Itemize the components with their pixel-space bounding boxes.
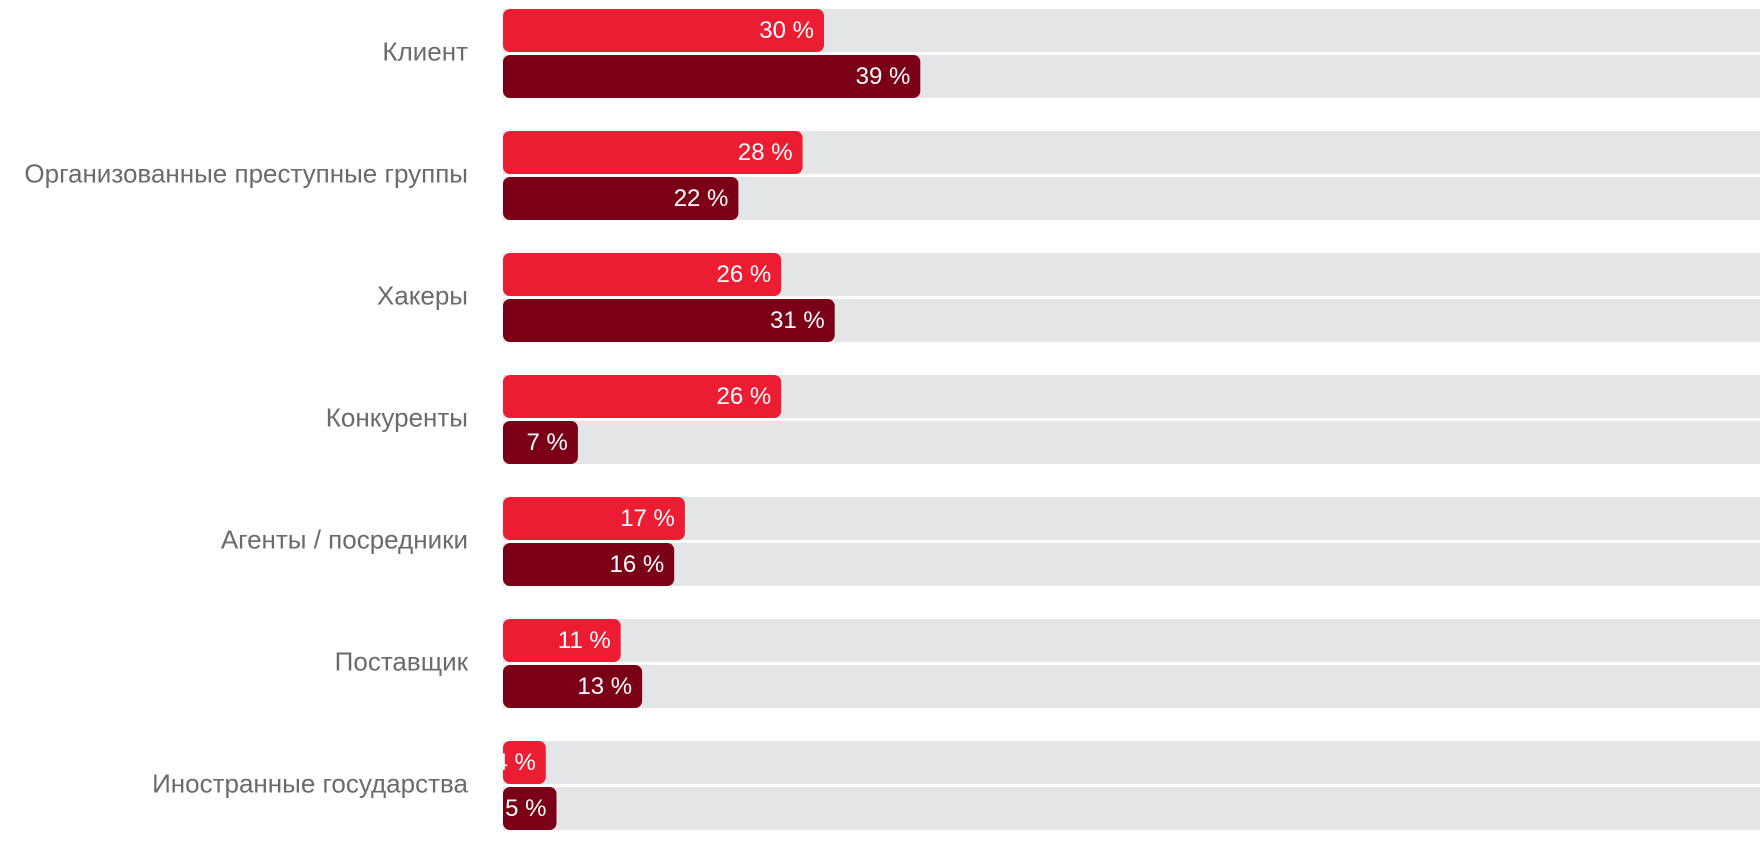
category-labels: Клиент Организованные преступные группы Ха… <box>24 36 468 798</box>
category-label: Клиент <box>382 36 468 66</box>
bar <box>503 543 675 586</box>
category-label: Конкуренты <box>326 402 468 432</box>
bar <box>503 131 803 174</box>
value-labels: 30 % 39 % 28 % 22 % 26 % 31 % 26 % 7 % 17 % 16 % 1… <box>494 17 910 822</box>
bar-track <box>503 741 1760 784</box>
value-label: 7 % <box>527 429 568 456</box>
bar <box>503 787 557 830</box>
bar <box>503 9 824 52</box>
bar-track <box>503 665 1760 708</box>
bar-track <box>503 543 1760 586</box>
bar-track <box>503 619 1760 662</box>
bar <box>503 375 782 418</box>
bar-track <box>503 497 1760 540</box>
value-label: 16 % <box>609 551 664 578</box>
bar <box>503 665 643 708</box>
value-label: 39 % <box>856 63 911 90</box>
category-label: Организованные преступные группы <box>24 158 468 188</box>
bar <box>503 177 739 220</box>
value-label: 17 % <box>620 505 675 532</box>
bars <box>503 9 921 830</box>
bar-track <box>503 421 1760 464</box>
category-label: Поставщик <box>335 646 469 676</box>
bar <box>503 253 782 296</box>
value-label: 30 % <box>759 17 814 44</box>
category-label: Иностранные государства <box>152 768 468 798</box>
bar <box>503 619 621 662</box>
value-label: 26 % <box>716 383 771 410</box>
value-label: 22 % <box>674 185 729 212</box>
value-label: 5 % <box>505 795 546 822</box>
bar <box>503 497 685 540</box>
bar <box>503 421 578 464</box>
value-label: 13 % <box>577 673 632 700</box>
value-label: 11 % <box>558 627 611 654</box>
bar <box>503 299 835 342</box>
value-label: 4 % <box>494 749 535 776</box>
bar <box>503 741 546 784</box>
bar-track <box>503 787 1760 830</box>
bar <box>503 55 921 98</box>
value-label: 31 % <box>770 307 825 334</box>
category-label: Хакеры <box>377 280 468 310</box>
category-label: Агенты / посредники <box>221 524 468 554</box>
value-label: 28 % <box>738 139 793 166</box>
value-label: 26 % <box>716 261 771 288</box>
